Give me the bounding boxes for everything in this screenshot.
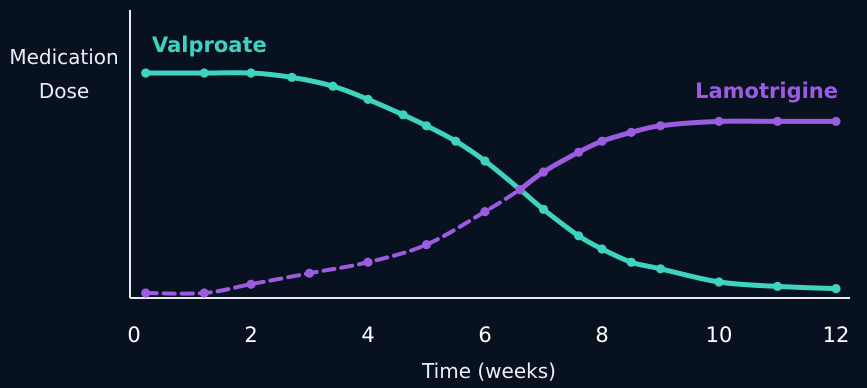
data-point-lamotrigine (538, 167, 549, 177)
data-point-valproate (480, 156, 490, 166)
data-point-lamotrigine (574, 147, 584, 157)
data-point-lamotrigine (480, 207, 490, 217)
y-axis-title-line-1: Medication (9, 45, 118, 69)
x-tick-label: 2 (244, 323, 257, 347)
x-tick-label: 10 (706, 323, 733, 347)
data-point-valproate (451, 136, 461, 146)
data-point-valproate (574, 231, 584, 241)
x-tick-label: 8 (595, 323, 608, 347)
data-point-valproate (538, 204, 549, 214)
data-point-valproate (772, 281, 783, 291)
data-point-lamotrigine (141, 288, 151, 298)
x-ticks: 0 2 4 6 8 10 12 (127, 323, 849, 347)
data-point-valproate (363, 94, 373, 104)
data-point-lamotrigine (304, 268, 315, 278)
series-line-valproate (143, 70, 839, 292)
data-point-lamotrigine (246, 279, 256, 289)
x-axis-title: Time (weeks) (421, 359, 556, 383)
data-point-valproate (421, 121, 432, 131)
data-point-lamotrigine (597, 136, 607, 146)
series-line-dashed-lamotrigine (143, 187, 523, 296)
data-point-valproate (287, 72, 297, 82)
data-point-valproate (328, 81, 338, 91)
x-tick-label: 4 (361, 323, 374, 347)
data-point-valproate (141, 68, 151, 78)
data-point-lamotrigine (772, 116, 783, 126)
data-point-valproate (246, 68, 256, 78)
data-point-lamotrigine (831, 116, 841, 126)
data-point-valproate (714, 277, 724, 287)
series-label-lamotrigine: Lamotrigine (695, 79, 838, 103)
data-point-lamotrigine (655, 121, 666, 131)
series-line-lamotrigine (517, 118, 839, 193)
x-tick-label: 0 (127, 323, 140, 347)
data-point-lamotrigine (363, 257, 373, 267)
data-point-lamotrigine (421, 240, 432, 250)
data-point-lamotrigine (714, 116, 724, 126)
data-point-valproate (626, 257, 636, 267)
data-point-valproate (398, 110, 408, 120)
data-point-lamotrigine (515, 185, 525, 195)
data-point-lamotrigine (199, 288, 209, 298)
series-layer (141, 68, 841, 298)
x-tick-label: 6 (478, 323, 491, 347)
data-point-valproate (655, 264, 666, 274)
data-point-valproate (199, 68, 209, 78)
y-axis-title-line-2: Dose (39, 79, 89, 103)
data-point-valproate (597, 244, 607, 254)
x-tick-label: 12 (823, 323, 850, 347)
series-label-valproate: Valproate (152, 33, 267, 57)
data-point-lamotrigine (626, 127, 636, 137)
data-point-valproate (831, 284, 841, 294)
